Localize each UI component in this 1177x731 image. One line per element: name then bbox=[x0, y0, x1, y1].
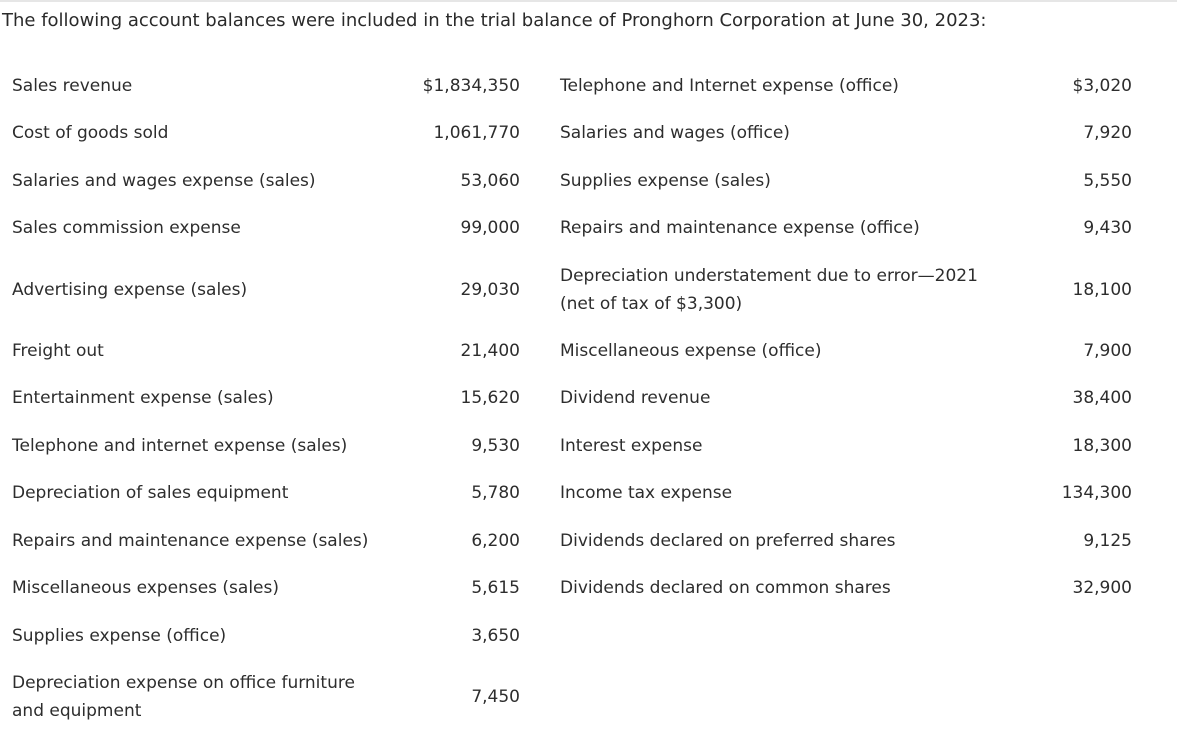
account-label: Cost of goods sold bbox=[12, 123, 169, 144]
balance-row: Supplies expense (office) 3,650 bbox=[0, 612, 540, 660]
account-amount: $3,020 bbox=[1072, 75, 1132, 96]
balance-row: Advertising expense (sales) 29,030 bbox=[0, 252, 540, 327]
account-amount: 32,900 bbox=[1072, 578, 1132, 599]
account-amount: 21,400 bbox=[460, 340, 520, 361]
balance-row: Miscellaneous expense (office) 7,900 bbox=[540, 327, 1140, 375]
account-label: Depreciation expense on office furniture… bbox=[12, 673, 355, 721]
account-amount: 7,450 bbox=[471, 687, 520, 707]
balance-row: Entertainment expense (sales) 15,620 bbox=[0, 375, 540, 423]
left-balances-column: Sales revenue $1,834,350 Cost of goods s… bbox=[0, 62, 540, 731]
balance-row: Telephone and internet expense (sales) 9… bbox=[0, 422, 540, 470]
balance-row: Dividend revenue 38,400 bbox=[540, 375, 1140, 423]
account-amount: 38,400 bbox=[1072, 388, 1132, 409]
balance-row: Salaries and wages expense (sales) 53,06… bbox=[0, 157, 540, 205]
account-amount: 7,900 bbox=[1083, 340, 1132, 361]
account-amount: 6,200 bbox=[471, 530, 520, 551]
account-amount: 29,030 bbox=[460, 279, 520, 300]
balance-row: Cost of goods sold 1,061,770 bbox=[0, 110, 540, 158]
account-label: Telephone and Internet expense (office) bbox=[560, 75, 899, 96]
right-balances-column: Telephone and Internet expense (office) … bbox=[540, 62, 1140, 612]
account-amount: 53,060 bbox=[460, 170, 520, 191]
account-amount: 18,300 bbox=[1072, 435, 1132, 456]
account-label: Dividends declared on preferred shares bbox=[560, 530, 896, 551]
account-label: Miscellaneous expenses (sales) bbox=[12, 578, 279, 599]
account-label: Income tax expense bbox=[560, 483, 733, 504]
account-amount: 9,530 bbox=[471, 435, 520, 456]
account-label: Salaries and wages (office) bbox=[560, 123, 790, 144]
balance-row: Repairs and maintenance expense (sales) … bbox=[0, 517, 540, 565]
account-amount: 5,615 bbox=[471, 578, 520, 599]
account-label: Sales revenue bbox=[12, 75, 133, 96]
top-divider bbox=[0, 0, 1177, 2]
account-label: Supplies expense (sales) bbox=[560, 170, 771, 191]
balance-row: Repairs and maintenance expense (office)… bbox=[540, 205, 1140, 253]
intro-text: The following account balances were incl… bbox=[2, 10, 987, 31]
balance-row: Sales commission expense 99,000 bbox=[0, 205, 540, 253]
account-label: Advertising expense (sales) bbox=[12, 279, 248, 300]
balance-row: Dividends declared on common shares 32,9… bbox=[540, 565, 1140, 613]
account-label: Miscellaneous expense (office) bbox=[560, 340, 822, 361]
balance-row: Interest expense 18,300 bbox=[540, 422, 1140, 470]
account-amount: 9,125 bbox=[1083, 530, 1132, 551]
account-label: Sales commission expense bbox=[12, 218, 241, 239]
account-amount: 15,620 bbox=[460, 388, 520, 409]
balance-row: Sales revenue $1,834,350 bbox=[0, 62, 540, 110]
account-label: Telephone and internet expense (sales) bbox=[12, 435, 348, 456]
account-label: Repairs and maintenance expense (sales) bbox=[12, 530, 369, 551]
balance-row: Income tax expense 134,300 bbox=[540, 470, 1140, 518]
account-label: Dividends declared on common shares bbox=[560, 578, 891, 599]
account-amount: 9,430 bbox=[1083, 218, 1132, 239]
account-amount: 134,300 bbox=[1061, 483, 1132, 504]
balance-row: Depreciation understatement due to error… bbox=[540, 252, 1140, 327]
balance-row: Miscellaneous expenses (sales) 5,615 bbox=[0, 565, 540, 613]
account-amount: 18,100 bbox=[1072, 279, 1132, 300]
account-label: Interest expense bbox=[560, 435, 703, 456]
balance-row: Salaries and wages (office) 7,920 bbox=[540, 110, 1140, 158]
balance-row: Depreciation expense on office furniture… bbox=[0, 660, 540, 731]
account-amount: 1,061,770 bbox=[433, 123, 520, 144]
account-label: Depreciation of sales equipment bbox=[12, 483, 289, 504]
balance-row: Dividends declared on preferred shares 9… bbox=[540, 517, 1140, 565]
account-amount: 5,550 bbox=[1083, 170, 1132, 191]
account-label: Entertainment expense (sales) bbox=[12, 388, 274, 409]
account-label: Repairs and maintenance expense (office) bbox=[560, 218, 920, 239]
account-amount: 5,780 bbox=[471, 483, 520, 504]
account-amount: $1,834,350 bbox=[422, 75, 520, 96]
account-label: Depreciation understatement due to error… bbox=[560, 265, 978, 314]
account-amount: 99,000 bbox=[460, 218, 520, 239]
account-label: Freight out bbox=[12, 340, 104, 361]
account-label: Dividend revenue bbox=[560, 388, 711, 409]
account-amount: 3,650 bbox=[471, 625, 520, 646]
balance-row: Supplies expense (sales) 5,550 bbox=[540, 157, 1140, 205]
account-amount: 7,920 bbox=[1083, 123, 1132, 144]
balance-row: Telephone and Internet expense (office) … bbox=[540, 62, 1140, 110]
balance-row: Freight out 21,400 bbox=[0, 327, 540, 375]
account-label: Salaries and wages expense (sales) bbox=[12, 170, 316, 191]
account-label: Supplies expense (office) bbox=[12, 625, 227, 646]
balance-row: Depreciation of sales equipment 5,780 bbox=[0, 470, 540, 518]
